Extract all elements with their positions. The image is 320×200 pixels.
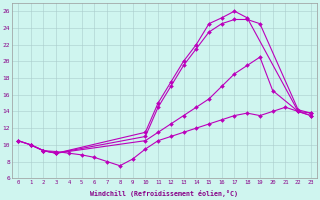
- X-axis label: Windchill (Refroidissement éolien,°C): Windchill (Refroidissement éolien,°C): [91, 190, 238, 197]
